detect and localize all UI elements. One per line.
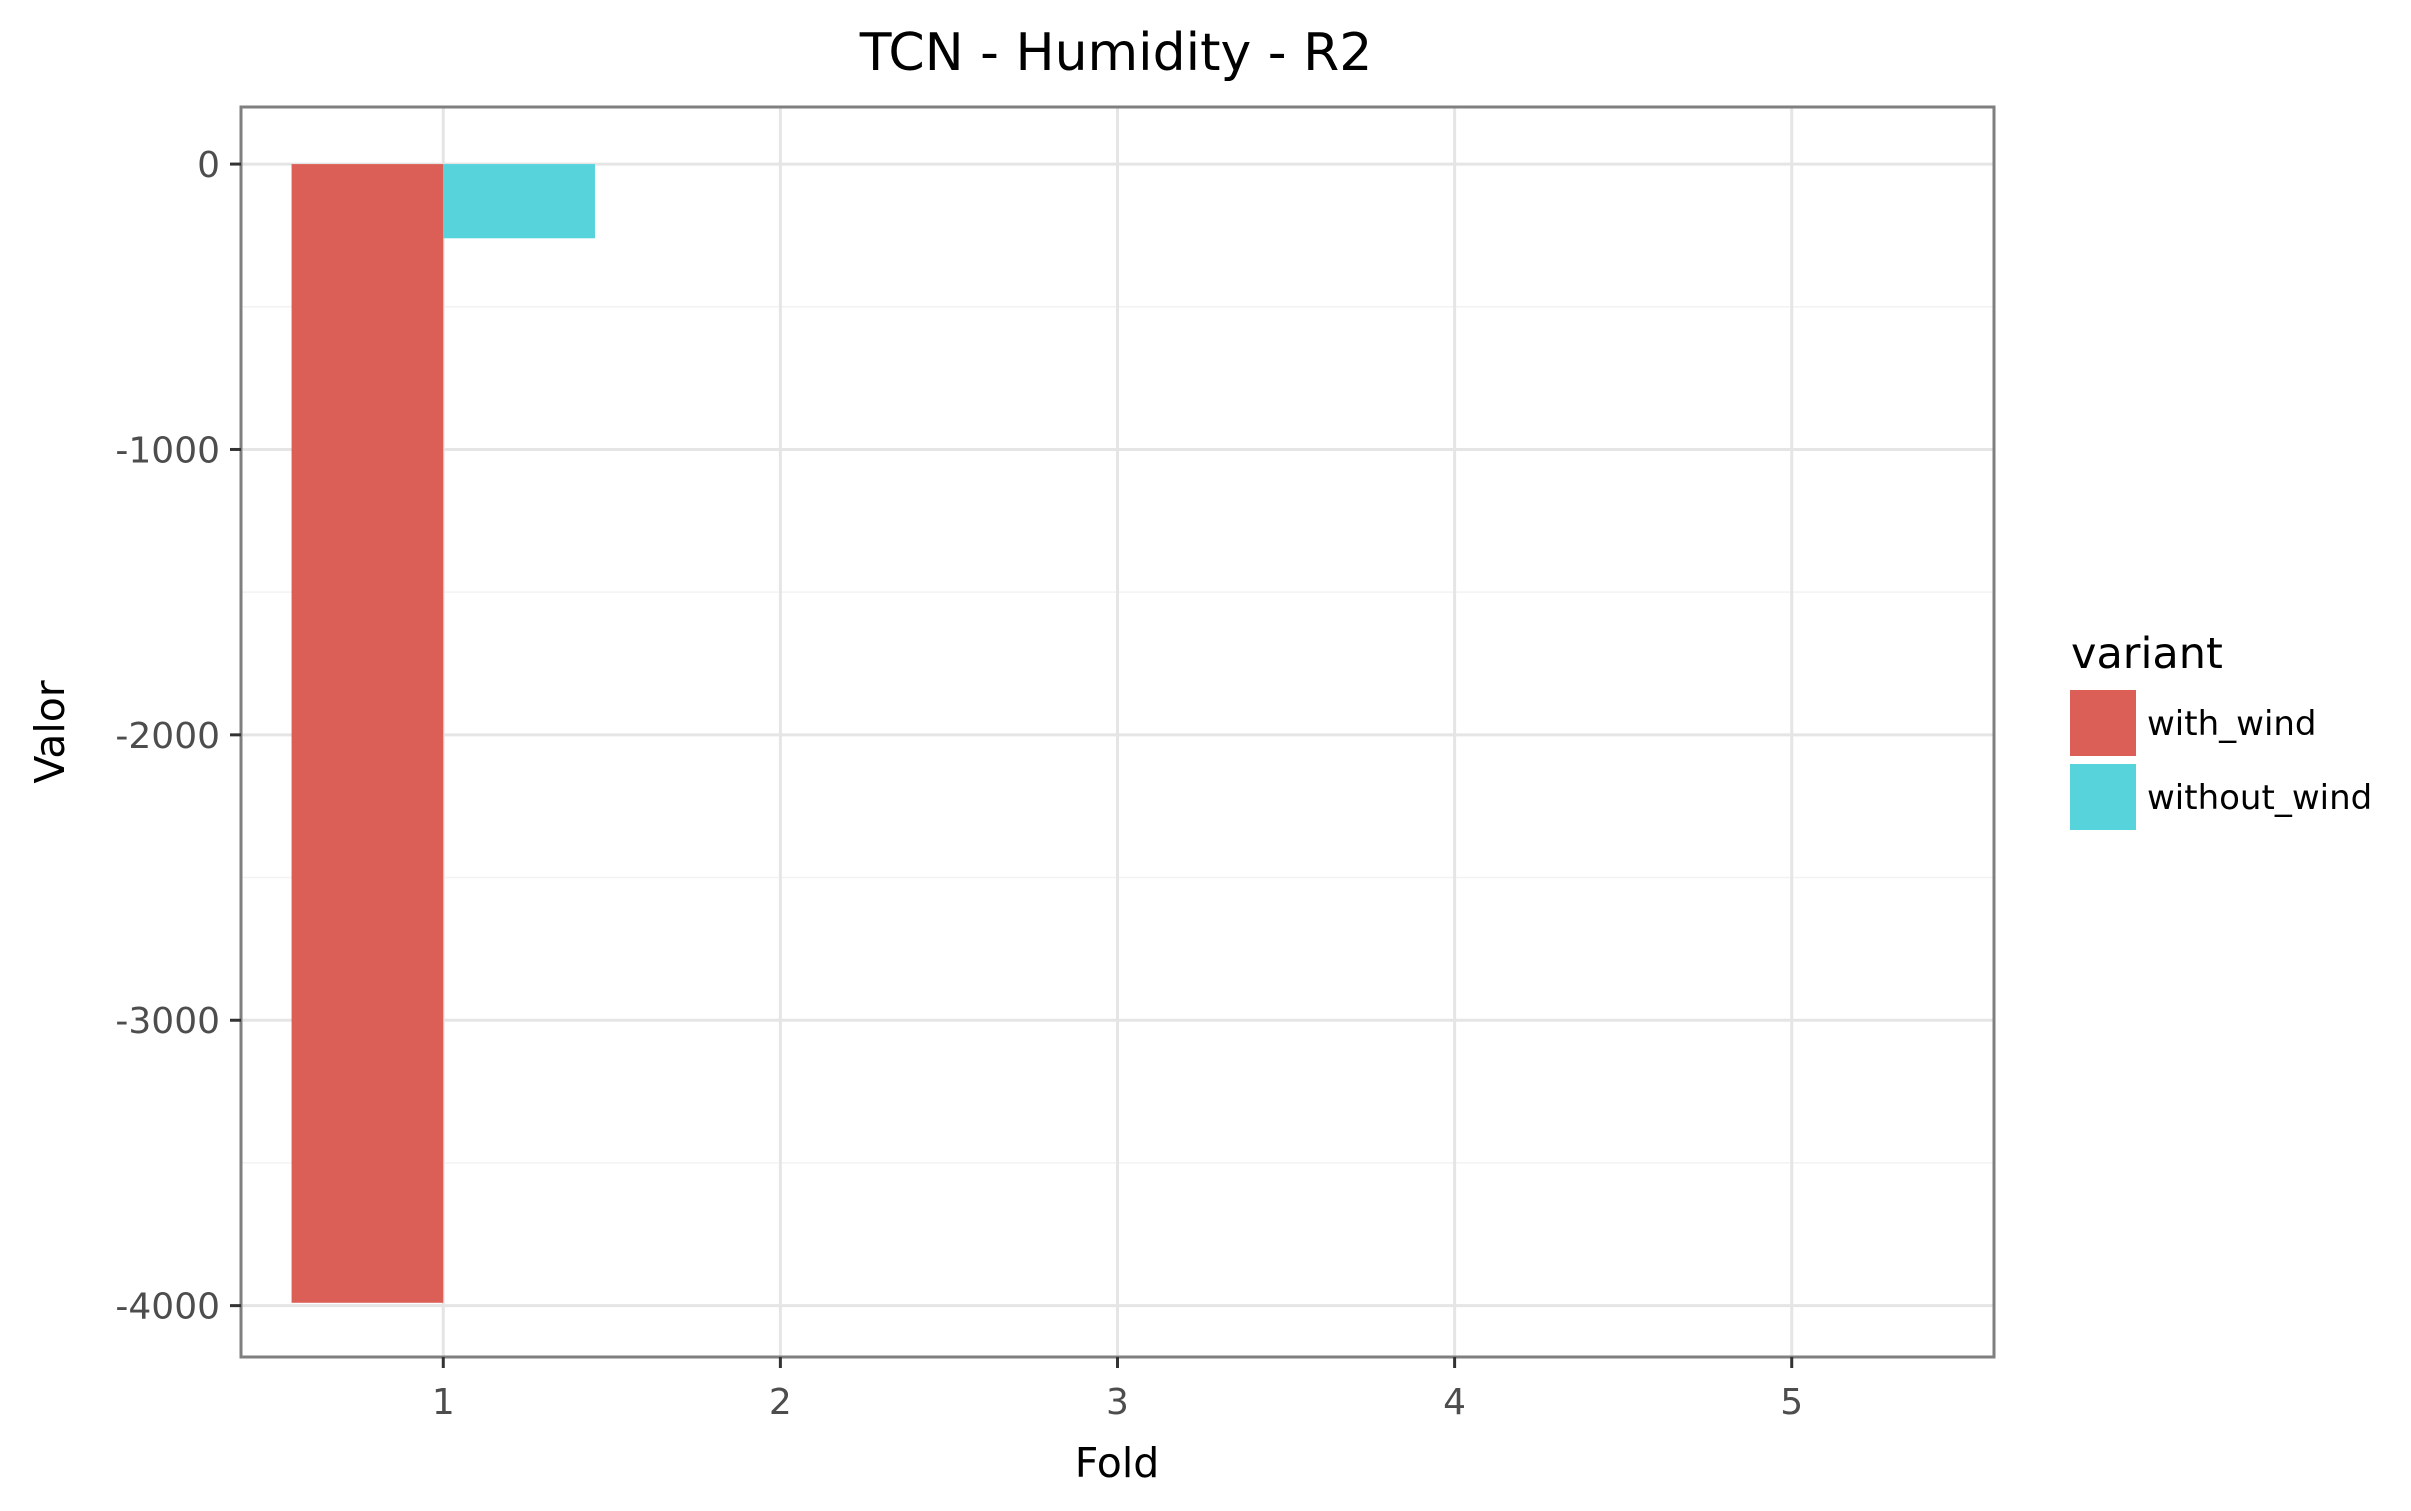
legend-swatch-with_wind [2070,690,2136,756]
legend-items: with_wind without_wind [2070,690,2372,830]
x-axis-title: Fold [1075,1439,1160,1487]
x-axis-ticks: 1 2 3 4 5 [432,1357,1803,1423]
y-tick-label: -1000 [115,430,220,471]
legend: variant with_wind without_wind [2070,629,2372,830]
legend-title: variant [2071,629,2223,679]
y-axis-ticks: 0 -1000 -2000 -3000 -4000 [115,145,241,1328]
y-tick-label: 0 [197,145,220,186]
x-tick-label: 4 [1443,1382,1466,1423]
x-tick-label: 2 [769,1382,792,1423]
bars-layer [291,164,595,1303]
bar-with_wind-fold-1 [291,164,444,1303]
x-tick-label: 1 [432,1382,455,1423]
bar-without_wind-fold-1 [443,164,595,239]
y-tick-label: -3000 [115,1001,220,1042]
y-axis-title: Valor [26,680,74,783]
chart-title: TCN - Humidity - R2 [859,23,1373,83]
y-tick-label: -2000 [115,716,220,757]
legend-swatch-without_wind [2070,764,2136,830]
x-tick-label: 5 [1780,1382,1803,1423]
legend-label-without_wind: without_wind [2147,778,2372,818]
legend-label-with_wind: with_wind [2147,704,2317,744]
x-tick-label: 3 [1106,1382,1129,1423]
y-tick-label: -4000 [115,1287,220,1328]
